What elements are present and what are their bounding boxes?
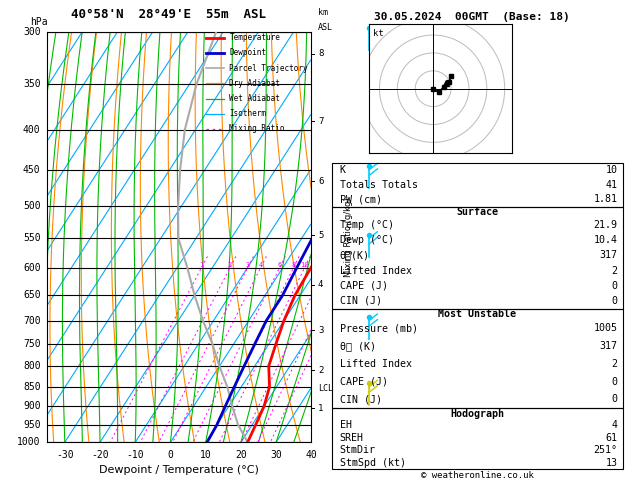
Text: 900: 900 bbox=[23, 401, 40, 411]
Text: CAPE (J): CAPE (J) bbox=[340, 377, 387, 386]
Text: km: km bbox=[318, 8, 328, 17]
Text: 21.9: 21.9 bbox=[594, 220, 618, 230]
Text: -20: -20 bbox=[91, 450, 109, 460]
Text: Parcel Trajectory: Parcel Trajectory bbox=[230, 64, 308, 72]
Text: 0: 0 bbox=[611, 296, 618, 306]
Text: 8: 8 bbox=[291, 262, 296, 268]
Text: 4: 4 bbox=[318, 280, 323, 289]
Text: 0: 0 bbox=[611, 394, 618, 404]
Text: Lifted Index: Lifted Index bbox=[340, 359, 411, 369]
Text: hPa: hPa bbox=[30, 17, 48, 28]
Text: Temperature: Temperature bbox=[230, 33, 281, 42]
Text: 950: 950 bbox=[23, 420, 40, 430]
Text: 1.81: 1.81 bbox=[594, 194, 618, 204]
Text: 6: 6 bbox=[318, 176, 323, 186]
Text: StmDir: StmDir bbox=[340, 445, 376, 455]
Text: 40: 40 bbox=[306, 450, 317, 460]
Text: 30: 30 bbox=[270, 450, 282, 460]
Text: Dry Adiabat: Dry Adiabat bbox=[230, 79, 281, 88]
Text: 41: 41 bbox=[606, 180, 618, 190]
Text: CIN (J): CIN (J) bbox=[340, 394, 382, 404]
Text: StmSpd (kt): StmSpd (kt) bbox=[340, 458, 406, 468]
Text: Totals Totals: Totals Totals bbox=[340, 180, 418, 190]
Text: Dewpoint: Dewpoint bbox=[230, 49, 267, 57]
Text: θᴇ(K): θᴇ(K) bbox=[340, 250, 370, 260]
Text: 500: 500 bbox=[23, 201, 40, 211]
Text: 251°: 251° bbox=[594, 445, 618, 455]
Text: 5: 5 bbox=[318, 231, 323, 240]
Text: 10: 10 bbox=[300, 262, 309, 268]
Text: Mixing Ratio: Mixing Ratio bbox=[230, 124, 285, 134]
Text: 1005: 1005 bbox=[594, 323, 618, 333]
Text: kt: kt bbox=[373, 30, 384, 38]
Text: 0: 0 bbox=[611, 377, 618, 386]
Text: Temp (°C): Temp (°C) bbox=[340, 220, 394, 230]
Text: K: K bbox=[340, 165, 346, 175]
Text: 1000: 1000 bbox=[17, 437, 40, 447]
Text: 4: 4 bbox=[611, 420, 618, 430]
Text: 30.05.2024  00GMT  (Base: 18): 30.05.2024 00GMT (Base: 18) bbox=[374, 12, 570, 22]
Text: Mixing Ratio (g/kg): Mixing Ratio (g/kg) bbox=[344, 197, 353, 277]
Text: Lifted Index: Lifted Index bbox=[340, 265, 411, 276]
Text: 300: 300 bbox=[23, 27, 40, 36]
Text: EH: EH bbox=[340, 420, 352, 430]
Text: SREH: SREH bbox=[340, 433, 364, 443]
Text: 61: 61 bbox=[606, 433, 618, 443]
Text: Pressure (mb): Pressure (mb) bbox=[340, 323, 418, 333]
Text: LCL: LCL bbox=[318, 384, 333, 393]
Text: 850: 850 bbox=[23, 382, 40, 392]
Text: 40°58'N  28°49'E  55m  ASL: 40°58'N 28°49'E 55m ASL bbox=[71, 8, 266, 21]
Text: Wet Adiabat: Wet Adiabat bbox=[230, 94, 281, 103]
Text: 1: 1 bbox=[199, 262, 203, 268]
Text: 0: 0 bbox=[167, 450, 174, 460]
Text: 650: 650 bbox=[23, 290, 40, 300]
Text: CIN (J): CIN (J) bbox=[340, 296, 382, 306]
Text: 3: 3 bbox=[245, 262, 250, 268]
Text: 700: 700 bbox=[23, 315, 40, 326]
Text: 20: 20 bbox=[235, 450, 247, 460]
Text: 800: 800 bbox=[23, 361, 40, 371]
Text: 4: 4 bbox=[259, 262, 263, 268]
Text: ASL: ASL bbox=[318, 22, 333, 32]
Text: Dewp (°C): Dewp (°C) bbox=[340, 235, 394, 245]
Text: 317: 317 bbox=[599, 341, 618, 351]
Text: 2: 2 bbox=[611, 359, 618, 369]
Text: Surface: Surface bbox=[457, 207, 498, 217]
Text: 10: 10 bbox=[200, 450, 211, 460]
Text: © weatheronline.co.uk: © weatheronline.co.uk bbox=[421, 471, 534, 480]
Text: -10: -10 bbox=[126, 450, 144, 460]
Text: Most Unstable: Most Unstable bbox=[438, 309, 516, 319]
Text: 450: 450 bbox=[23, 165, 40, 175]
Text: θᴇ (K): θᴇ (K) bbox=[340, 341, 376, 351]
Text: 317: 317 bbox=[599, 250, 618, 260]
Text: 600: 600 bbox=[23, 263, 40, 273]
Text: 8: 8 bbox=[318, 49, 323, 58]
Text: 6: 6 bbox=[277, 262, 282, 268]
Text: 750: 750 bbox=[23, 339, 40, 349]
Text: 10.4: 10.4 bbox=[594, 235, 618, 245]
Text: 1: 1 bbox=[318, 404, 323, 413]
Text: 400: 400 bbox=[23, 125, 40, 135]
Text: 2: 2 bbox=[611, 265, 618, 276]
Text: 10: 10 bbox=[606, 165, 618, 175]
Text: 2: 2 bbox=[318, 366, 323, 375]
Text: Hodograph: Hodograph bbox=[450, 409, 504, 418]
Text: CAPE (J): CAPE (J) bbox=[340, 281, 387, 291]
Text: Isotherm: Isotherm bbox=[230, 109, 267, 118]
Text: 0: 0 bbox=[611, 281, 618, 291]
Text: 2: 2 bbox=[228, 262, 232, 268]
Text: PW (cm): PW (cm) bbox=[340, 194, 382, 204]
Text: 3: 3 bbox=[318, 326, 323, 335]
Text: 7: 7 bbox=[318, 117, 323, 125]
Text: 13: 13 bbox=[606, 458, 618, 468]
Text: Dewpoint / Temperature (°C): Dewpoint / Temperature (°C) bbox=[99, 465, 259, 475]
Text: -30: -30 bbox=[56, 450, 74, 460]
Text: 350: 350 bbox=[23, 79, 40, 89]
Text: 550: 550 bbox=[23, 233, 40, 243]
